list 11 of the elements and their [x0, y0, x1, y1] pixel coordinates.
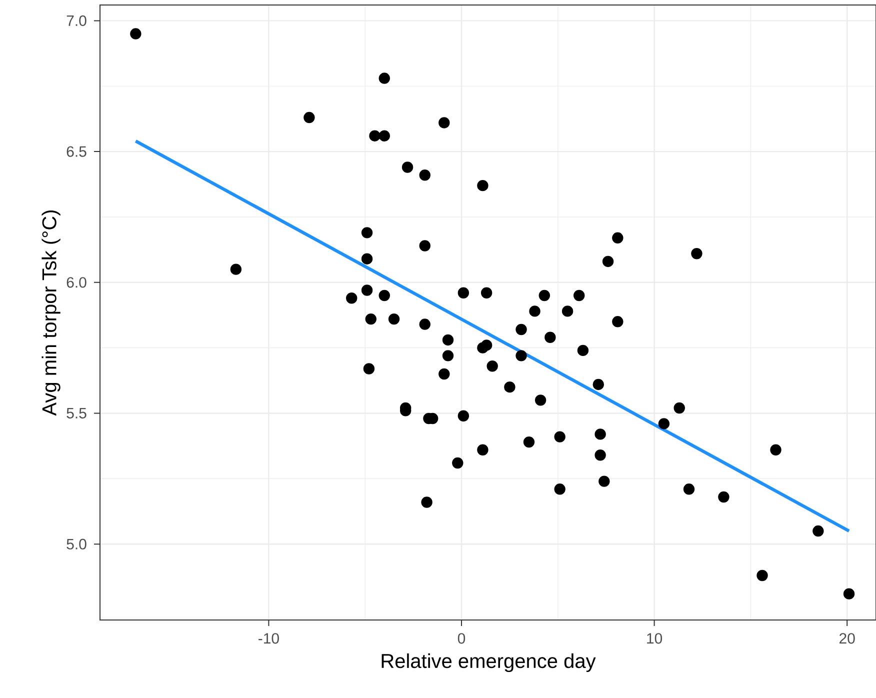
y-tick-label: 5.0 — [66, 538, 86, 550]
y-tick-label: 6.0 — [66, 277, 86, 288]
y-tick-label: 5.5 — [66, 408, 86, 418]
y-tick-label: 7.0 — [66, 15, 86, 26]
x-tick-label: -10 — [258, 633, 279, 644]
x-axis-title: Relative emergence day — [382, 653, 596, 672]
x-tick-label: 20 — [840, 633, 855, 644]
x-tick-label: 0 — [458, 633, 466, 644]
y-axis-title: Avg min torpor Tsk (°C) — [42, 210, 60, 416]
y-tick-label: 6.5 — [66, 146, 86, 157]
x-tick-label: 10 — [647, 633, 662, 644]
